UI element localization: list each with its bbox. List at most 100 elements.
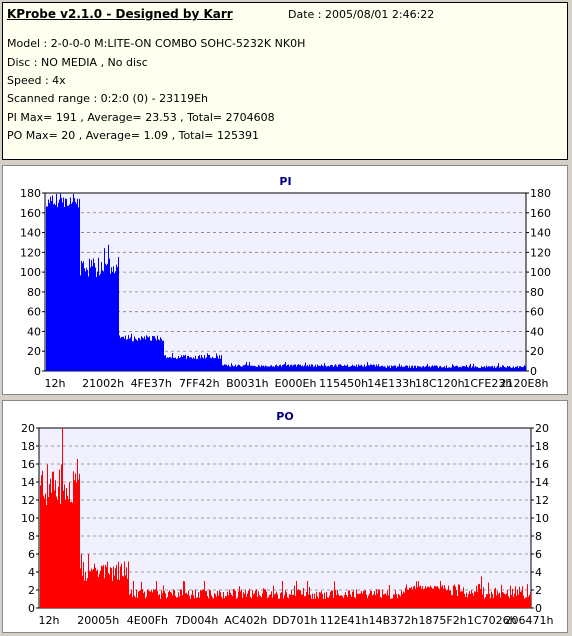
data-bar [233, 366, 234, 371]
data-bar [141, 581, 142, 608]
data-bar [339, 595, 340, 608]
y-tick-label-right: 18 [535, 440, 549, 453]
data-bar [472, 366, 473, 371]
data-bar [360, 593, 361, 608]
data-bar [150, 340, 151, 371]
data-bar [249, 362, 250, 371]
data-bar [309, 364, 310, 371]
data-bar [433, 366, 434, 371]
data-bar [466, 592, 467, 608]
data-bar [93, 568, 94, 608]
data-bar [467, 366, 468, 371]
data-bar [50, 478, 51, 608]
data-bar [349, 590, 350, 608]
data-bar [310, 594, 311, 608]
data-bar [527, 584, 528, 608]
data-bar [224, 364, 225, 371]
data-bar [246, 362, 247, 371]
data-bar [432, 588, 433, 608]
data-bar [522, 586, 523, 608]
data-bar [129, 338, 130, 371]
data-bar [215, 594, 216, 608]
y-tick-label-right: 4 [535, 566, 542, 579]
data-bar [470, 363, 471, 371]
y-tick-label: 4 [28, 566, 35, 579]
data-bar [315, 364, 316, 371]
data-bar [157, 335, 158, 371]
data-bar [48, 199, 49, 371]
data-bar [474, 367, 475, 371]
data-bar [299, 365, 300, 371]
data-bar [149, 591, 150, 608]
data-bar [387, 590, 388, 608]
data-bar [446, 365, 447, 371]
data-bar [138, 337, 139, 371]
data-bar [508, 596, 509, 608]
data-bar [143, 338, 144, 371]
data-bar [265, 365, 266, 371]
data-bar [182, 595, 183, 608]
data-bar [116, 264, 117, 371]
data-bar [482, 367, 483, 371]
data-bar [56, 193, 57, 371]
data-bar [491, 591, 492, 608]
data-bar [260, 596, 261, 608]
data-bar [435, 365, 436, 371]
data-bar [98, 577, 99, 608]
data-bar [171, 592, 172, 608]
x-tick-label: 14E133h [367, 377, 416, 390]
data-bar [167, 596, 168, 608]
data-bar [278, 598, 279, 608]
data-bar [148, 590, 149, 608]
data-bar [280, 364, 281, 371]
data-bar [151, 589, 152, 608]
data-bar [292, 594, 293, 608]
data-bar [353, 590, 354, 608]
data-bar [361, 590, 362, 608]
data-bar [179, 596, 180, 608]
data-bar [308, 594, 309, 608]
y-tick-label: 6 [28, 548, 35, 561]
data-bar [374, 590, 375, 608]
data-bar [276, 591, 277, 608]
data-bar [105, 263, 106, 371]
pi-chart: PI 0 0 20 20 40 40 60 60 80 80 100 100 120 120 140 140 16… [20, 175, 551, 390]
data-bar [92, 266, 93, 371]
data-bar [268, 597, 269, 608]
data-bar [384, 366, 385, 371]
data-bar [483, 587, 484, 608]
data-bar [426, 365, 427, 371]
data-bar [372, 595, 373, 608]
data-bar [431, 587, 432, 608]
data-bar [343, 366, 344, 371]
data-bar [316, 591, 317, 608]
data-bar [146, 335, 147, 371]
data-bar [263, 365, 264, 371]
po-summary-line: PO Max= 20 , Average= 1.09 , Total= 1253… [7, 129, 259, 142]
x-tick-label: 2120E8h [500, 377, 549, 390]
data-bar [364, 590, 365, 608]
data-bar [326, 366, 327, 371]
data-bar [41, 475, 42, 608]
data-bar [462, 365, 463, 371]
data-bar [410, 588, 411, 608]
data-bar [193, 357, 194, 371]
data-bar [197, 597, 198, 608]
data-bar [335, 590, 336, 608]
data-bar [473, 363, 474, 371]
data-bar [252, 365, 253, 371]
y-tick-label-right: 20 [535, 422, 549, 435]
data-bar [245, 590, 246, 608]
data-bar [192, 358, 193, 371]
data-bar [54, 203, 55, 371]
data-bar [217, 590, 218, 608]
data-bar [384, 594, 385, 608]
data-bar [343, 598, 344, 608]
data-bar [524, 365, 525, 371]
y-tick-label: 18 [21, 440, 35, 453]
data-bar [506, 593, 507, 608]
data-bar [247, 365, 248, 371]
data-bar [438, 367, 439, 371]
data-bar [348, 590, 349, 608]
data-bar [516, 366, 517, 371]
